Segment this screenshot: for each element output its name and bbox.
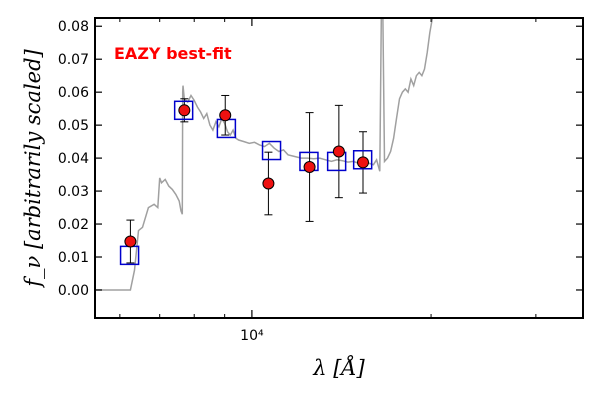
y-tick-label: 0.06 — [58, 85, 89, 101]
y-tick-label: 0.04 — [58, 151, 89, 167]
tick-layer: 0.00 0.01 0.02 0.03 0.04 0.05 0.06 0.07 0.08 10⁴ — [58, 18, 583, 344]
y-tick-label: 0.01 — [58, 250, 89, 266]
y-tick-label: 0.08 — [58, 19, 89, 35]
y-axis-label: f_ν [arbitrarily scaled] — [21, 48, 45, 288]
observed-point — [262, 177, 275, 190]
y-tick-label: 0.05 — [58, 118, 89, 134]
model-box — [352, 150, 373, 170]
y-tick-label: 0.03 — [58, 184, 89, 200]
y-tick-label: 0.02 — [58, 217, 89, 233]
x-tick-label: 10⁴ — [240, 328, 264, 344]
model-box-layer — [119, 100, 373, 266]
errorbar-layer — [126, 94, 368, 264]
y-tick-label: 0.07 — [58, 52, 89, 68]
model-box — [173, 100, 194, 121]
x-axis-label: λ [Å] — [312, 355, 365, 380]
annotation-label: EAZY best-fit — [114, 44, 232, 63]
observed-point — [303, 161, 316, 174]
observed-point — [357, 156, 370, 169]
observed-point — [332, 145, 345, 158]
observed-point — [219, 109, 232, 122]
observed-point-layer — [124, 104, 370, 248]
y-tick-label: 0.00 — [58, 283, 89, 299]
plot-frame — [94, 17, 584, 319]
model-box — [261, 140, 282, 161]
observed-point — [124, 235, 137, 248]
observed-point — [178, 104, 191, 117]
